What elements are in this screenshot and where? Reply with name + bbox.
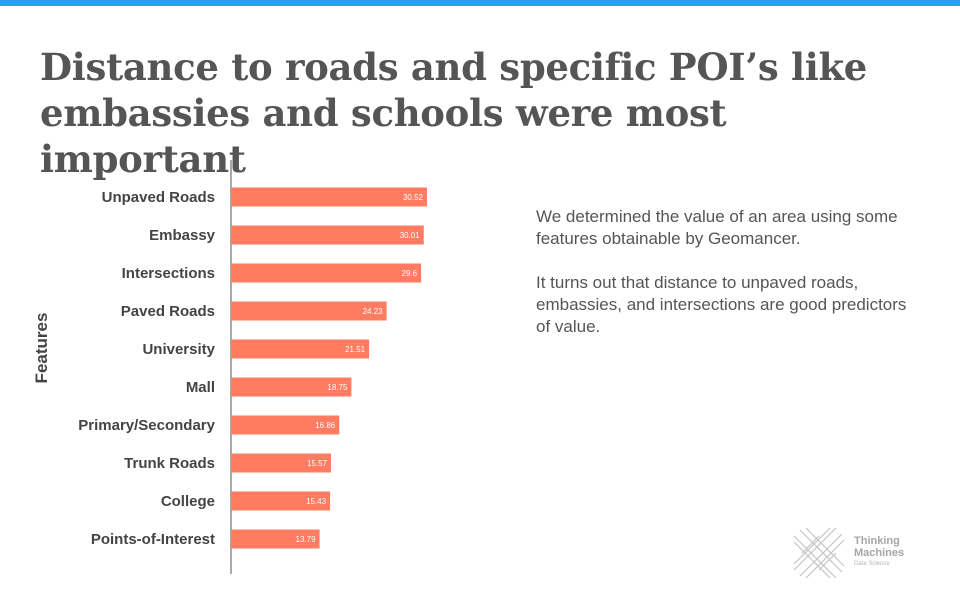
y-tick-label: University — [142, 341, 215, 358]
bar-2 — [231, 225, 424, 245]
y-axis-title: Features — [32, 312, 51, 384]
logo-wordmark: Thinking Machines — [854, 535, 904, 559]
y-tick-label: College — [161, 493, 215, 510]
bar-4 — [231, 301, 387, 321]
company-logo: Thinking Machines Data Science — [792, 526, 932, 580]
slide-title: Distance to roads and specific POI’s lik… — [40, 44, 940, 182]
bar-value-label: 15.57 — [307, 459, 328, 468]
bar-5 — [231, 339, 370, 359]
bar-8 — [231, 453, 331, 473]
bar-value-label: 29.6 — [402, 269, 418, 278]
bar-6 — [231, 377, 352, 397]
y-tick-label: Primary/Secondary — [78, 417, 215, 434]
note-paragraph-1: We determined the value of an area using… — [536, 207, 898, 248]
logo-tagline: Data Science — [854, 561, 890, 567]
bar-value-label: 24.23 — [363, 307, 384, 316]
bar-value-label: 18.75 — [327, 383, 348, 392]
notes-panel: We determined the value of an area using… — [536, 206, 916, 360]
bar-3 — [231, 263, 422, 283]
y-tick-label: Embassy — [149, 227, 216, 244]
y-tick-label: Paved Roads — [121, 303, 215, 320]
bar-9 — [231, 491, 331, 511]
logo-mark-icon — [793, 527, 845, 579]
slide-title-line-1: Distance to roads and specific POI’s lik… — [40, 45, 868, 89]
bar-value-label: 30.01 — [400, 231, 421, 240]
bar-value-label: 16.86 — [315, 421, 336, 430]
y-tick-label: Trunk Roads — [124, 455, 215, 472]
logo-line-2: Machines — [854, 547, 905, 559]
top-accent-bar — [0, 0, 960, 6]
bar-value-label: 13.79 — [296, 535, 317, 544]
y-tick-label: Points-of-Interest — [91, 531, 215, 548]
y-tick-label: Mall — [186, 379, 215, 396]
y-tick-label: Unpaved Roads — [102, 189, 215, 206]
note-paragraph-2: It turns out that distance to unpaved ro… — [536, 273, 907, 336]
bar-1 — [231, 187, 428, 207]
bar-value-label: 15.43 — [306, 497, 327, 506]
logo-line-1: Thinking — [854, 535, 900, 547]
bar-7 — [231, 415, 340, 435]
bar-chart: Unpaved Roads 30.52 Embassy 30.01 Intersecti… — [0, 150, 520, 580]
y-tick-label: Intersections — [122, 265, 215, 282]
bar-chart-svg: Unpaved Roads 30.52 Embassy 30.01 Intersecti… — [78, 160, 428, 574]
slide-title-line-2: embassies and schools were most importan… — [40, 91, 727, 181]
bar-10 — [231, 529, 320, 549]
bar-value-label: 30.52 — [403, 193, 424, 202]
bar-value-label: 21.51 — [345, 345, 366, 354]
